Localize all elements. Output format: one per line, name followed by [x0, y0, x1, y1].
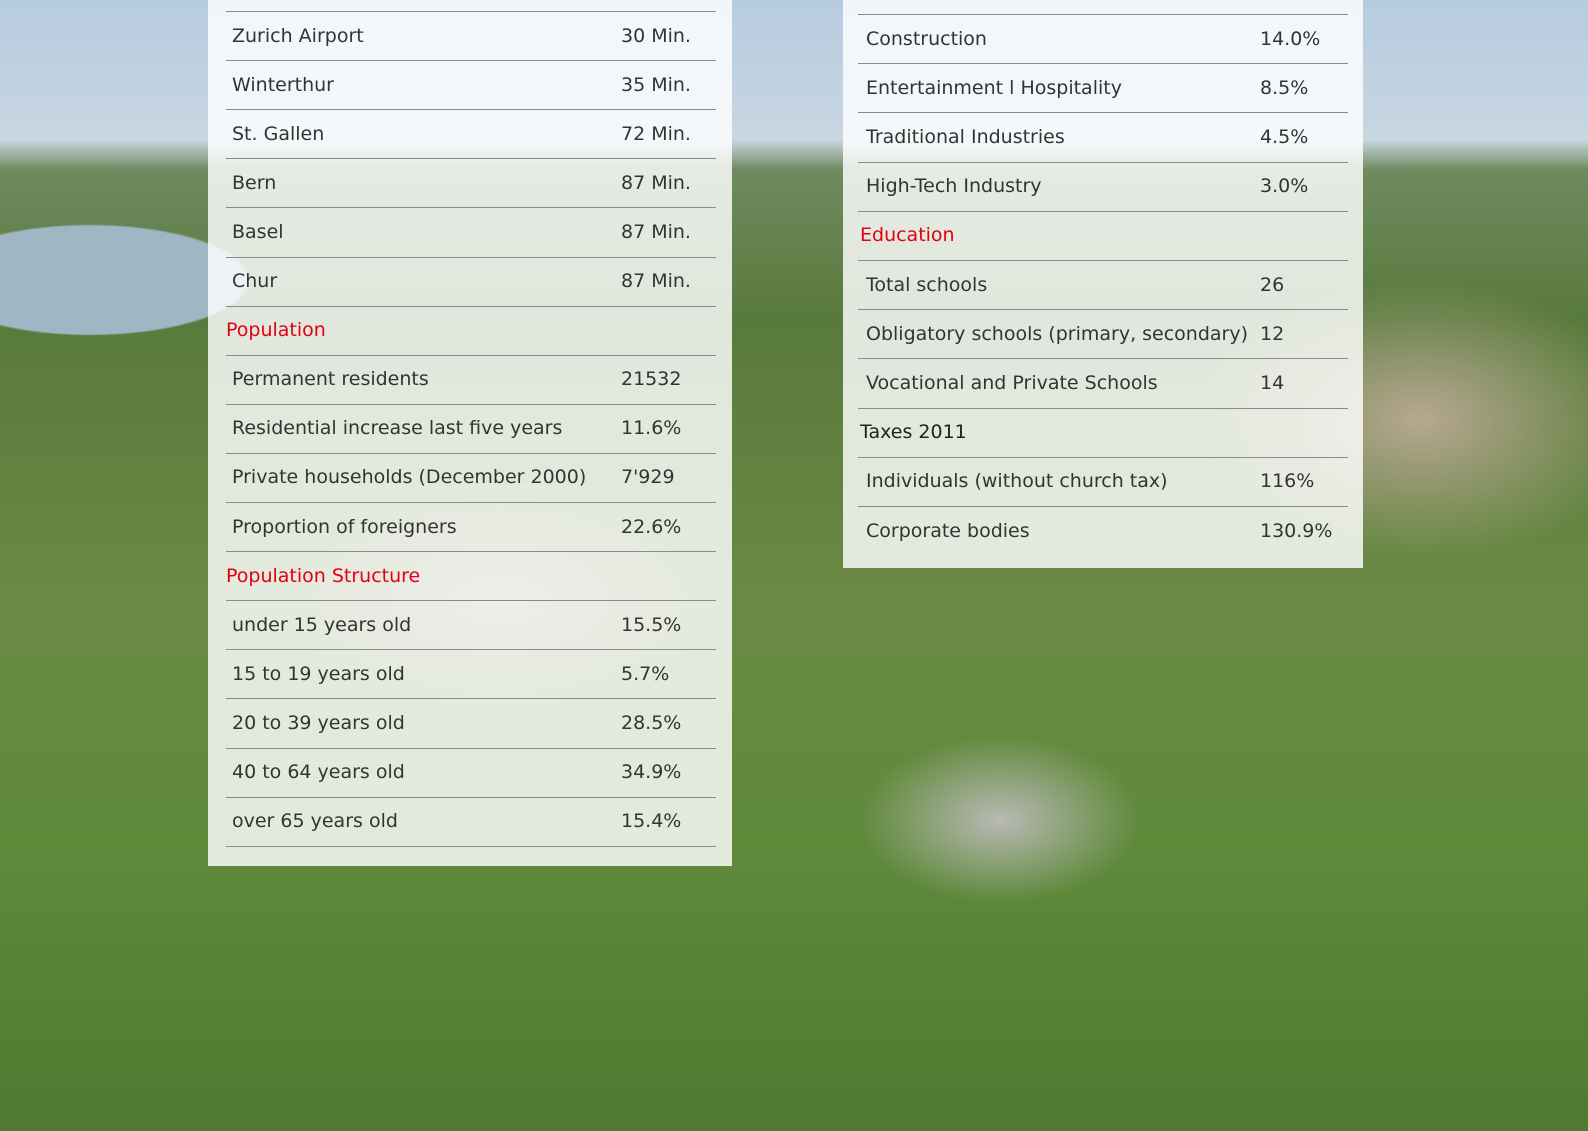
section-heading: Population [226, 318, 326, 342]
row-divider [858, 162, 1348, 163]
row-value: 3.0% [1260, 174, 1308, 198]
row-divider [858, 457, 1348, 458]
row-value: 21532 [621, 367, 681, 391]
row-divider [858, 63, 1348, 64]
row-value: 8.5% [1260, 76, 1308, 100]
row-label: St. Gallen [232, 122, 324, 146]
row-divider [858, 112, 1348, 113]
row-divider [226, 11, 716, 12]
row-value: 7'929 [621, 465, 675, 489]
row-label: 20 to 39 years old [232, 711, 405, 735]
row-divider [226, 158, 716, 159]
row-label: under 15 years old [232, 613, 411, 637]
row-divider [858, 14, 1348, 15]
row-label: Vocational and Private Schools [866, 371, 1158, 395]
row-divider [226, 355, 716, 356]
row-label: Corporate bodies [866, 519, 1030, 543]
section-heading: Education [860, 223, 955, 247]
page: Zurich Airport 30 Min. Winterthur 35 Min. St… [0, 0, 1588, 1131]
row-label: Individuals (without church tax) [866, 469, 1168, 493]
row-divider [858, 260, 1348, 261]
row-value: 12 [1260, 322, 1284, 346]
row-label: Residential increase last five years [232, 416, 562, 440]
row-divider [858, 358, 1348, 359]
row-divider [226, 502, 716, 503]
row-label: Winterthur [232, 73, 334, 97]
row-value: 35 Min. [621, 73, 691, 97]
row-value: 14.0% [1260, 27, 1320, 51]
row-value: 87 Min. [621, 269, 691, 293]
section-heading: Taxes 2011 [860, 420, 967, 444]
row-value: 30 Min. [621, 24, 691, 48]
row-value: 130.9% [1260, 519, 1332, 543]
row-value: 14 [1260, 371, 1284, 395]
row-value: 34.9% [621, 760, 681, 784]
row-value: 87 Min. [621, 171, 691, 195]
row-value: 26 [1260, 273, 1284, 297]
section-heading: Population Structure [226, 564, 420, 588]
row-divider [226, 109, 716, 110]
row-divider [858, 309, 1348, 310]
row-label: Construction [866, 27, 987, 51]
row-value: 4.5% [1260, 125, 1308, 149]
row-label: High-Tech Industry [866, 174, 1042, 198]
row-value: 87 Min. [621, 220, 691, 244]
row-divider [226, 551, 716, 552]
row-value: 11.6% [621, 416, 681, 440]
row-value: 116% [1260, 469, 1314, 493]
row-label: Proportion of foreigners [232, 515, 457, 539]
row-label: Total schools [866, 273, 987, 297]
row-label: 15 to 19 years old [232, 662, 405, 686]
row-label: Basel [232, 220, 284, 244]
row-value: 15.5% [621, 613, 681, 637]
row-value: 28.5% [621, 711, 681, 735]
row-divider [858, 506, 1348, 507]
row-divider [226, 404, 716, 405]
row-label: 40 to 64 years old [232, 760, 405, 784]
row-label: Traditional Industries [866, 125, 1065, 149]
row-divider [226, 207, 716, 208]
row-label: Bern [232, 171, 276, 195]
row-divider [226, 649, 716, 650]
row-label: Permanent residents [232, 367, 429, 391]
row-divider [226, 748, 716, 749]
row-value: 15.4% [621, 809, 681, 833]
left-panel: Zurich Airport 30 Min. Winterthur 35 Min. St… [208, 0, 732, 866]
row-divider [858, 211, 1348, 212]
row-divider [226, 60, 716, 61]
right-panel: Construction 14.0% Entertainment l Hospita… [843, 0, 1363, 568]
row-value: 72 Min. [621, 122, 691, 146]
row-divider [226, 257, 716, 258]
row-label: over 65 years old [232, 809, 398, 833]
row-divider [226, 453, 716, 454]
row-divider [226, 846, 716, 847]
row-divider [226, 698, 716, 699]
row-label: Chur [232, 269, 277, 293]
row-value: 5.7% [621, 662, 669, 686]
row-divider [226, 306, 716, 307]
row-label: Zurich Airport [232, 24, 364, 48]
row-divider [226, 600, 716, 601]
row-divider [226, 797, 716, 798]
row-divider [858, 408, 1348, 409]
row-value: 22.6% [621, 515, 681, 539]
row-label: Obligatory schools (primary, secondary) [866, 322, 1248, 346]
row-label: Entertainment l Hospitality [866, 76, 1122, 100]
row-label: Private households (December 2000) [232, 465, 586, 489]
